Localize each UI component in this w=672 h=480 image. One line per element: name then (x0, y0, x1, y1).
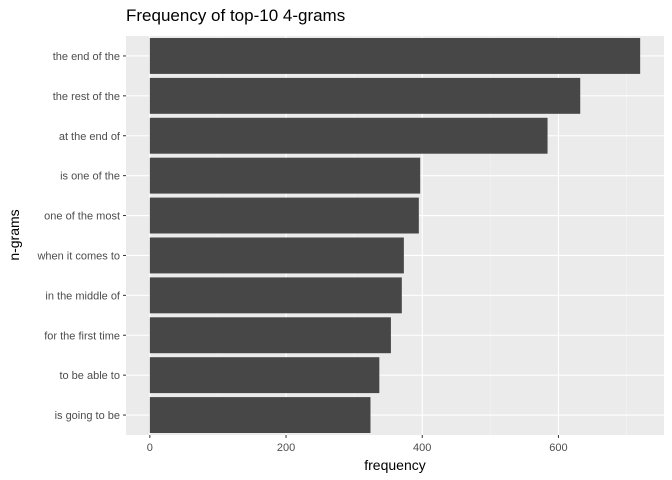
x-tick-label: 400 (413, 442, 431, 454)
y-axis: the end of the the rest of the at the end … (36, 51, 126, 422)
x-tick-label: 200 (277, 442, 295, 454)
x-tick-label: 0 (147, 442, 153, 454)
y-tick-label: to be able to (59, 370, 120, 382)
y-tick-label: the end of the (53, 51, 120, 63)
bar (149, 277, 402, 314)
bar (149, 77, 581, 114)
y-tick-label: for the first time (44, 330, 120, 342)
x-axis: 0 200 400 600 (147, 435, 568, 454)
bar (149, 117, 548, 154)
y-axis-title: n-grams (6, 209, 22, 260)
x-tick-label: 600 (549, 442, 567, 454)
bar (149, 197, 419, 234)
y-tick-label: when it comes to (36, 250, 120, 262)
bar (149, 397, 371, 434)
y-tick-label: the rest of the (53, 91, 120, 103)
y-tick-label: is going to be (55, 410, 120, 422)
chart-title: Frequency of top-10 4-grams (126, 6, 345, 25)
bar (149, 357, 380, 394)
bars (149, 37, 641, 434)
y-tick-label: at the end of (59, 131, 121, 143)
bar (149, 157, 421, 194)
x-axis-title: frequency (364, 457, 425, 473)
y-tick-label: in the middle of (45, 290, 121, 302)
y-tick-label: one of the most (44, 211, 120, 223)
bar (149, 317, 391, 354)
y-tick-label: is one of the (60, 171, 120, 183)
bar (149, 37, 641, 74)
bar (149, 237, 404, 274)
